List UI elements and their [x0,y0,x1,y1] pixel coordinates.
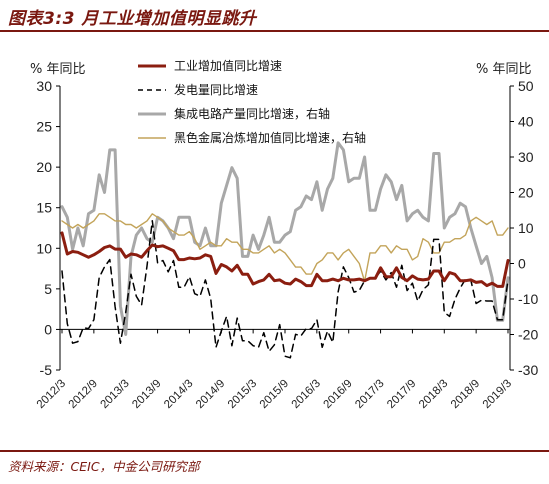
x-tick-label: 2012/9 [67,378,100,411]
footer-divider [0,450,549,452]
x-tick-label: 2014/9 [194,378,227,411]
left-tick-label: 5 [44,281,52,297]
left-tick-label: -5 [40,362,53,378]
left-tick-label: 20 [36,159,52,175]
legend-label-2: 发电量同比增速 [174,82,258,97]
left-axis-unit: % 年同比 [30,62,86,77]
x-tick-label: 2015/9 [258,378,291,411]
right-tick-label: 10 [518,220,534,236]
x-tick-label: 2017/9 [385,378,418,411]
right-axis-unit: % 年同比 [476,62,532,77]
x-tick-label: 2012/3 [35,378,68,411]
x-tick-label: 2014/3 [162,378,195,411]
x-tick-label: 2018/9 [449,378,482,411]
x-tick-label: 2019/3 [481,378,514,411]
legend-label-1: 工业增加值同比增速 [174,58,282,73]
right-tick-label: -20 [518,327,538,343]
left-tick-label: 30 [36,78,52,94]
series-line-3 [60,141,510,336]
legend: 工业增加值同比增速发电量同比增速集成电路产量同比增速，右轴黑色金属冶炼增加值同比… [138,58,366,145]
x-tick-label: 2016/3 [290,378,323,411]
legend-label-3: 集成电路产量同比增速，右轴 [174,106,330,121]
right-tick-label: -30 [518,362,538,378]
right-tick-label: 20 [518,185,534,201]
right-tick-label: 40 [518,114,534,130]
x-tick-label: 2013/3 [98,378,131,411]
x-tick-label: 2013/9 [130,378,163,411]
right-tick-label: 0 [518,256,526,272]
legend-label-4: 黑色金属冶炼增加值同比增速，右轴 [174,130,366,145]
left-tick-label: 10 [36,240,52,256]
left-tick-label: 0 [44,321,52,337]
left-tick-label: 25 [36,119,52,135]
right-tick-label: -10 [518,291,538,307]
chart-title: 图表3:3 月工业增加值明显跳升 [8,9,257,29]
series-line-4 [61,213,509,282]
series-layer [60,141,510,359]
x-tick-label: 2015/3 [226,378,259,411]
left-tick-label: 15 [36,200,52,216]
series-line-2 [61,219,509,359]
x-tick-label: 2018/3 [417,378,450,411]
right-tick-label: 30 [518,149,534,165]
title-divider [0,30,549,32]
series-line-1 [60,231,510,288]
x-tick-label: 2016/9 [321,378,354,411]
right-tick-label: 50 [518,78,534,94]
x-tick-label: 2017/3 [353,378,386,411]
source-note: 资料来源：CEIC，中金公司研究部 [8,459,200,474]
